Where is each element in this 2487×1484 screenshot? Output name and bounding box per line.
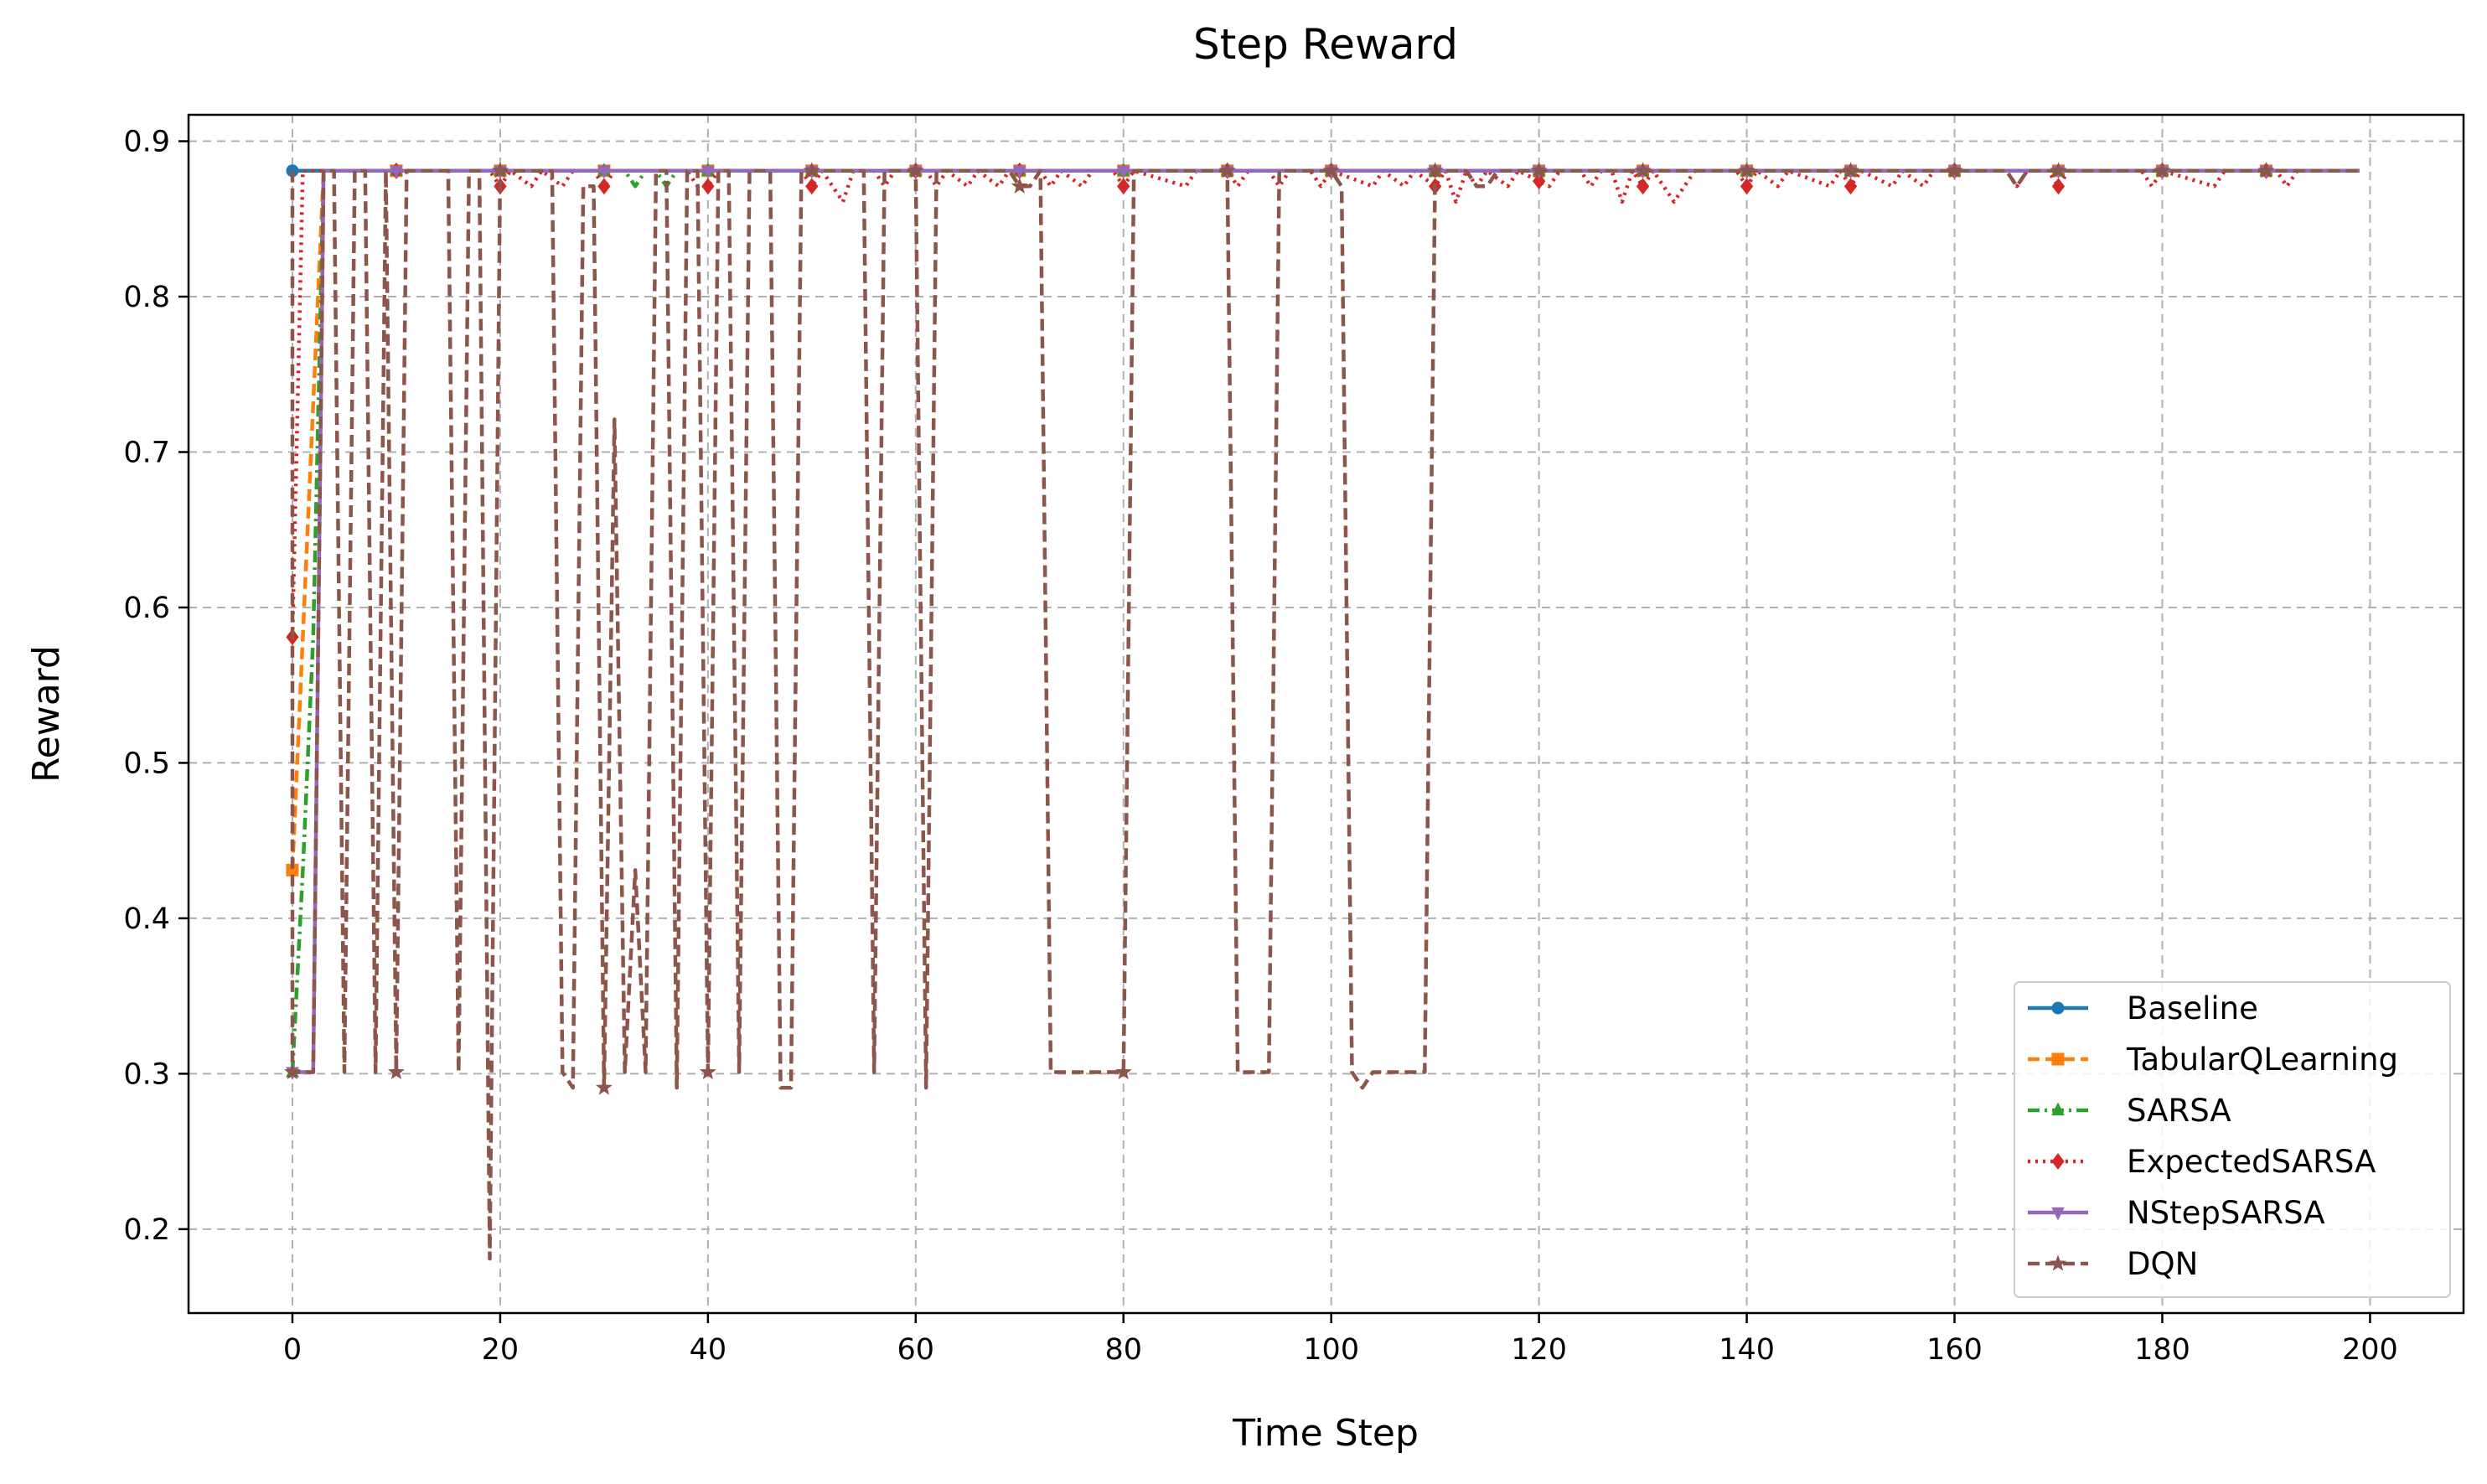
series-dqn: [283, 162, 2360, 1261]
x-axis-label: Time Step: [1232, 1412, 1419, 1455]
x-tick-label: 200: [2342, 1333, 2398, 1367]
plot-area-frame: [187, 113, 2465, 1315]
legend-marker: [2051, 1207, 2065, 1221]
data-point: [1530, 162, 1548, 178]
x-tick-label: 40: [690, 1333, 727, 1367]
data-point: [595, 1078, 613, 1095]
legend-label: Baseline: [2127, 990, 2258, 1026]
legend-label: TabularQLearning: [2126, 1042, 2398, 1078]
y-tick-label: 0.6: [123, 592, 170, 625]
legend-label: DQN: [2127, 1246, 2198, 1282]
data-point: [701, 178, 715, 195]
legend-entry-tabularqlearning: TabularQLearning: [2028, 1042, 2398, 1078]
legend-label: SARSA: [2127, 1093, 2231, 1129]
x-tick-label: 180: [2134, 1333, 2190, 1367]
y-tick-label: 0.8: [123, 281, 170, 314]
data-point: [491, 162, 509, 178]
data-point: [2257, 162, 2275, 178]
data-point: [1426, 162, 1444, 178]
data-point: [701, 165, 715, 179]
series-line-dqn: [290, 168, 2360, 1261]
data-point: [2050, 162, 2067, 178]
data-point: [597, 178, 611, 195]
series-line-sarsa: [290, 168, 2360, 1073]
legend: Baseline TabularQLearning SARSA ExpectedSAR…: [2014, 981, 2451, 1298]
y-tick-label: 0.5: [123, 747, 170, 780]
y-tick-label: 0.4: [123, 902, 170, 936]
data-point: [597, 165, 611, 179]
data-point: [1634, 162, 1652, 178]
legend-marker: [2051, 1052, 2065, 1066]
y-tick-label: 0.7: [123, 436, 170, 469]
data-point: [283, 1063, 301, 1080]
data-point: [805, 178, 819, 195]
x-tick-label: 100: [1303, 1333, 1359, 1367]
x-tick-label: 80: [1104, 1333, 1142, 1367]
legend-entry-nstepsarsa: NStepSARSA: [2028, 1195, 2325, 1231]
data-point: [2051, 178, 2066, 195]
x-tick-label: 60: [897, 1333, 935, 1367]
series-layer: [283, 162, 2360, 1261]
x-tick-label: 160: [1926, 1333, 1983, 1367]
data-point: [387, 1063, 405, 1080]
legend-entry-sarsa: SARSA: [2028, 1093, 2231, 1129]
data-point: [2154, 162, 2171, 178]
data-point: [1117, 178, 1130, 195]
data-point: [1842, 162, 1859, 178]
data-point: [1738, 162, 1755, 178]
data-point: [907, 162, 924, 178]
legend-label: ExpectedSARSA: [2127, 1144, 2376, 1180]
legend-entry-dqn: DQN: [2028, 1246, 2198, 1282]
data-point: [1533, 173, 1546, 190]
x-tick-label: 140: [1719, 1333, 1775, 1367]
legend-entry-baseline: Baseline: [2028, 990, 2258, 1026]
data-point: [699, 1063, 716, 1080]
x-tick-label: 120: [1511, 1333, 1567, 1367]
x-axis-ticks: 0 20 40 60 80 100 120 140 160 180 200: [283, 1313, 2398, 1367]
y-tick-label: 0.9: [123, 126, 170, 159]
legend-frame: [2014, 981, 2451, 1298]
chart-title: Step Reward: [1193, 20, 1458, 69]
x-tick-label: 20: [482, 1333, 520, 1367]
data-point: [803, 162, 820, 178]
data-point: [1218, 162, 1236, 178]
data-point: [1011, 177, 1028, 194]
data-point: [1843, 178, 1858, 195]
x-tick-label: 0: [283, 1333, 302, 1367]
data-point: [1012, 165, 1026, 179]
legend-marker: [2051, 1153, 2065, 1170]
y-tick-label: 0.2: [123, 1213, 170, 1247]
legend-marker: [2051, 1102, 2065, 1116]
data-point: [1740, 178, 1754, 195]
data-point: [1636, 178, 1650, 195]
data-point: [1116, 165, 1130, 179]
legend-label: NStepSARSA: [2127, 1195, 2325, 1231]
data-point: [390, 165, 403, 179]
y-tick-label: 0.3: [123, 1057, 170, 1091]
data-point: [1322, 162, 1340, 178]
legend-entry-expectedsarsa: ExpectedSARSA: [2028, 1144, 2376, 1180]
data-point: [1114, 1063, 1132, 1080]
legend-marker: [2051, 1001, 2065, 1015]
y-axis-label: Reward: [25, 645, 68, 783]
legend-marker: [2050, 1254, 2066, 1271]
y-axis-ticks: 0.2 0.3 0.4 0.5 0.6 0.7 0.8 0.9: [123, 126, 189, 1247]
data-point: [1946, 162, 1963, 178]
